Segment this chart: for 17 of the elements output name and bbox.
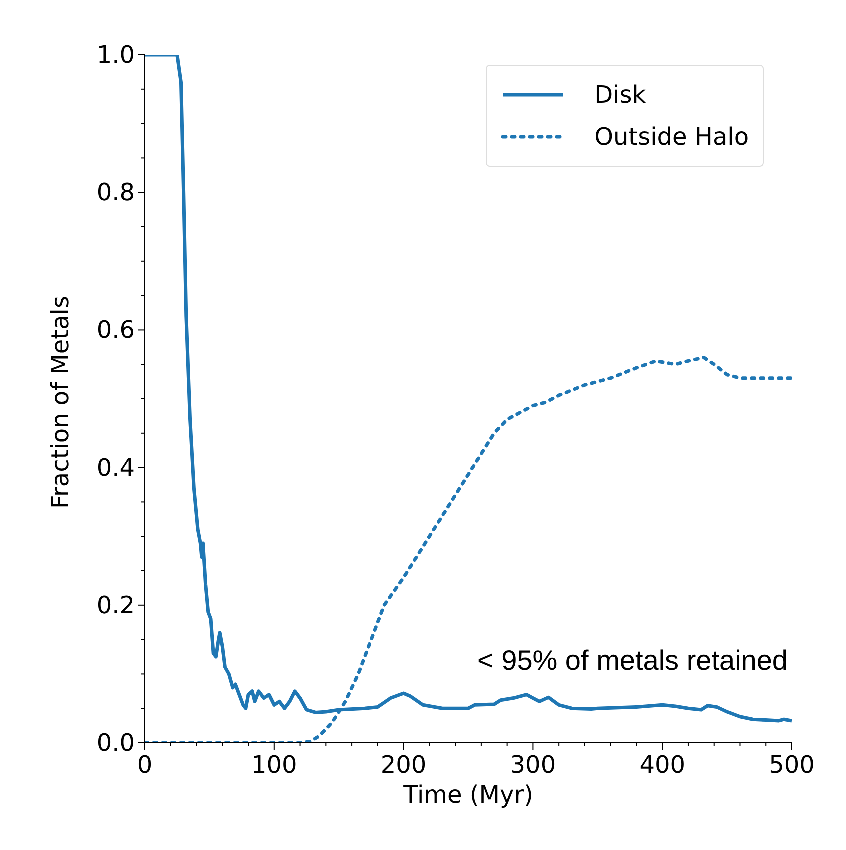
y-tick-label: 0.6: [96, 316, 135, 344]
annotation: < 95% of metals retained: [477, 645, 788, 677]
y-tick-label: 0.0: [96, 729, 135, 757]
x-tick-label: 300: [510, 751, 556, 779]
y-axis-title: Fraction of Metals: [46, 296, 75, 509]
x-tick-label: 100: [251, 751, 298, 779]
legend-label: Disk: [594, 81, 646, 109]
y-tick-label: 1.0: [96, 41, 135, 69]
y-tick-label: 0.4: [96, 454, 135, 482]
x-tick-label: 400: [640, 751, 686, 779]
x-axis-title: Time (Myr): [402, 781, 534, 809]
x-tick-label: 500: [769, 751, 815, 779]
x-tick-label: 200: [380, 751, 427, 779]
legend-label: Outside Halo: [594, 123, 749, 151]
y-tick-label: 0.8: [96, 178, 135, 207]
y-tick-label: 0.2: [96, 591, 135, 620]
x-tick-label: 0: [137, 751, 153, 779]
